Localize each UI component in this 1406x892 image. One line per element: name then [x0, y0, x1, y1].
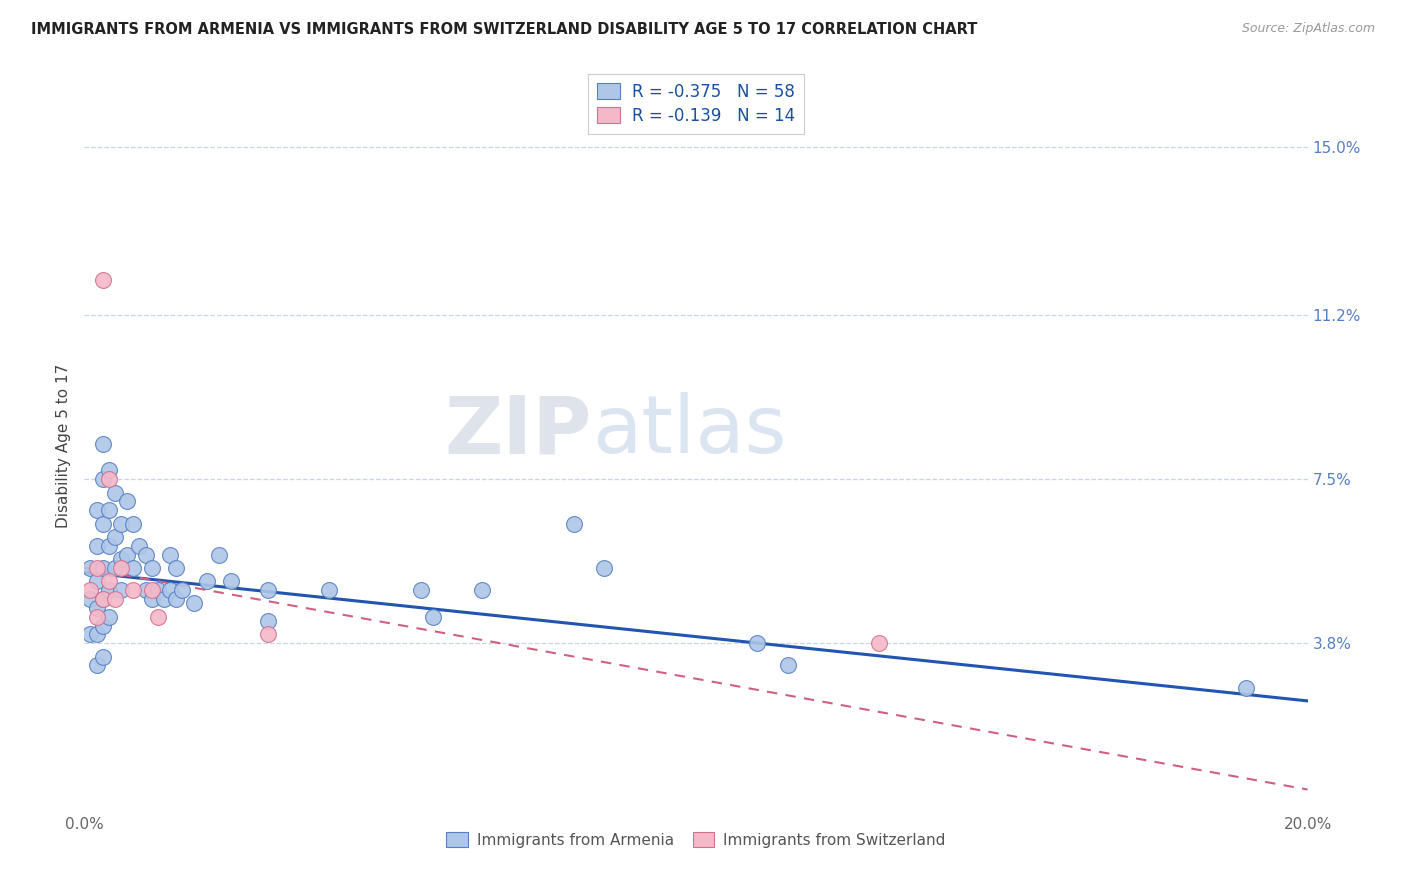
- Point: [104, 530, 127, 544]
- Point: [91, 591, 114, 606]
- Point: [422, 609, 444, 624]
- Point: [91, 649, 114, 664]
- Point: [115, 548, 138, 562]
- Point: [97, 609, 120, 624]
- Point: [86, 561, 108, 575]
- Legend: Immigrants from Armenia, Immigrants from Switzerland: Immigrants from Armenia, Immigrants from…: [439, 824, 953, 855]
- Point: [219, 574, 242, 589]
- Point: [195, 574, 218, 589]
- Point: [86, 658, 108, 673]
- Point: [97, 463, 120, 477]
- Point: [91, 472, 114, 486]
- Point: [141, 583, 163, 598]
- Point: [86, 600, 108, 615]
- Point: [79, 591, 101, 606]
- Point: [91, 516, 114, 531]
- Point: [593, 561, 616, 575]
- Point: [110, 516, 132, 531]
- Point: [97, 574, 120, 589]
- Point: [110, 552, 132, 566]
- Point: [257, 583, 280, 598]
- Point: [104, 561, 127, 575]
- Point: [122, 583, 145, 598]
- Point: [165, 561, 187, 575]
- Point: [409, 583, 432, 598]
- Point: [165, 591, 187, 606]
- Point: [110, 561, 132, 575]
- Point: [318, 583, 340, 598]
- Point: [91, 618, 114, 632]
- Point: [159, 548, 181, 562]
- Point: [97, 503, 120, 517]
- Point: [91, 591, 114, 606]
- Point: [183, 596, 205, 610]
- Point: [91, 437, 114, 451]
- Point: [257, 614, 280, 628]
- Point: [562, 516, 585, 531]
- Point: [747, 636, 769, 650]
- Point: [104, 591, 127, 606]
- Point: [97, 472, 120, 486]
- Point: [110, 583, 132, 598]
- Y-axis label: Disability Age 5 to 17: Disability Age 5 to 17: [56, 364, 72, 528]
- Point: [172, 583, 194, 598]
- Point: [146, 583, 169, 598]
- Point: [91, 561, 114, 575]
- Point: [208, 548, 231, 562]
- Text: ZIP: ZIP: [444, 392, 592, 470]
- Point: [104, 485, 127, 500]
- Point: [122, 561, 145, 575]
- Point: [91, 273, 114, 287]
- Point: [135, 548, 157, 562]
- Point: [86, 539, 108, 553]
- Point: [79, 583, 101, 598]
- Point: [141, 561, 163, 575]
- Text: IMMIGRANTS FROM ARMENIA VS IMMIGRANTS FROM SWITZERLAND DISABILITY AGE 5 TO 17 CO: IMMIGRANTS FROM ARMENIA VS IMMIGRANTS FR…: [31, 22, 977, 37]
- Point: [776, 658, 799, 673]
- Point: [869, 636, 891, 650]
- Text: atlas: atlas: [592, 392, 786, 470]
- Point: [79, 561, 101, 575]
- Point: [122, 516, 145, 531]
- Point: [115, 494, 138, 508]
- Point: [141, 591, 163, 606]
- Point: [471, 583, 494, 598]
- Point: [159, 583, 181, 598]
- Point: [97, 539, 120, 553]
- Point: [257, 627, 280, 641]
- Point: [86, 609, 108, 624]
- Text: Source: ZipAtlas.com: Source: ZipAtlas.com: [1241, 22, 1375, 36]
- Point: [146, 609, 169, 624]
- Point: [79, 627, 101, 641]
- Point: [153, 591, 176, 606]
- Point: [86, 627, 108, 641]
- Point: [1236, 681, 1258, 695]
- Point: [97, 583, 120, 598]
- Point: [128, 539, 150, 553]
- Point: [135, 583, 157, 598]
- Point: [86, 503, 108, 517]
- Point: [86, 574, 108, 589]
